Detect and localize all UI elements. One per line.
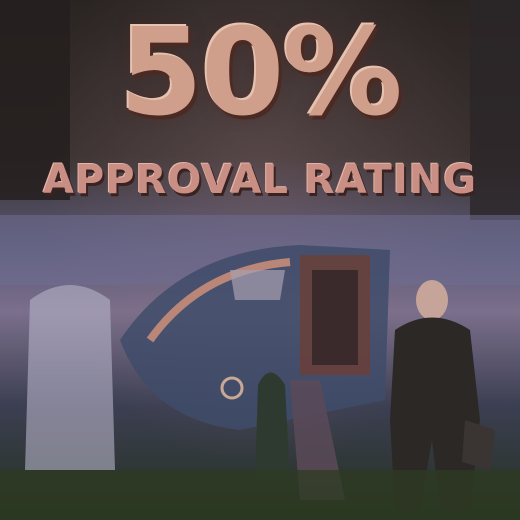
- aircraft-outline: [146, 258, 291, 343]
- center-figure: [255, 372, 290, 480]
- man-head: [416, 280, 448, 320]
- misty-crowd: [25, 285, 115, 470]
- ground: [0, 470, 520, 520]
- aircraft-porthole: [220, 376, 244, 400]
- walking-man: [390, 317, 480, 510]
- left-dark-panel: [0, 0, 70, 200]
- headline-percentage: 50%: [119, 4, 402, 143]
- aircraft-window: [230, 270, 285, 300]
- subline-approval-rating: APPROVAL RATING: [42, 157, 478, 203]
- briefcase: [462, 420, 495, 470]
- aircraft-door-opening: [312, 270, 358, 365]
- right-dark-panel: [470, 0, 520, 220]
